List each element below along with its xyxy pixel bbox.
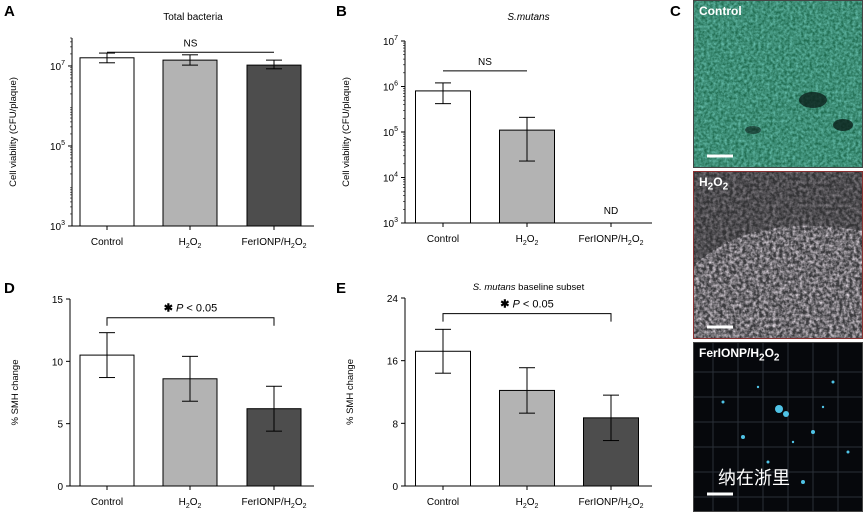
category-label-b-2: FerIONP/H2O2 — [578, 234, 643, 247]
y-tick-label-b: 105 — [383, 126, 398, 139]
category-label-d-0: Control — [91, 497, 123, 508]
category-label-e-0: Control — [427, 497, 459, 508]
bar-b-0 — [415, 90, 471, 224]
chart-panel-b: 103 104 105 106 107 Cell viability (CFU/plaqu… — [341, 12, 652, 247]
y-axis-label-d: % SMH change — [10, 359, 21, 425]
y-tick-label-b: 103 — [383, 217, 398, 230]
y-tick-label-e: 16 — [387, 357, 399, 368]
y-tick-label-e: 8 — [392, 419, 398, 430]
y-tick-label-d: 15 — [52, 295, 64, 306]
chart-title-b: S.mutans — [507, 12, 549, 23]
nd-label-b: ND — [604, 206, 618, 217]
chart-panel-a: 103 105 107 Cell viability (CFU/plaque) Tota… — [8, 12, 314, 250]
category-label-a-2: FerIONP/H2O2 — [241, 237, 306, 250]
significance-bracket-d — [106, 317, 275, 326]
bar-a-0 — [79, 57, 135, 227]
watermark-text: 纳在浙里 — [718, 468, 790, 489]
y-tick-label-b: 107 — [383, 35, 398, 48]
y-tick-label-d: 10 — [52, 357, 64, 368]
micrograph-h2o2: H2O2 — [693, 171, 863, 339]
y-tick-label-a: 103 — [50, 220, 65, 233]
category-label-a-0: Control — [91, 237, 123, 248]
category-label-a-1: H2O2 — [179, 237, 202, 250]
micrograph-control-image — [693, 0, 863, 168]
micrograph-control-label: Control — [699, 4, 742, 18]
category-label-d-1: H2O2 — [179, 497, 202, 510]
chart-panel-e: 0 8 16 24 % SMH change S. mutans baseline sub… — [345, 282, 652, 510]
significance-label-d: ✱ P < 0.05 — [164, 303, 218, 315]
y-axis-label-b: Cell viability (CFU/plaque) — [341, 77, 352, 187]
significance-label-e: ✱ P < 0.05 — [500, 299, 554, 311]
category-label-d-2: FerIONP/H2O2 — [241, 497, 306, 510]
y-tick-label-a: 107 — [50, 60, 65, 73]
y-axis-label-a: Cell viability (CFU/plaque) — [8, 77, 19, 187]
category-label-b-0: Control — [427, 234, 459, 245]
y-tick-label-a: 105 — [50, 140, 65, 153]
significance-label-b: NS — [478, 57, 492, 68]
chart-title-a: Total bacteria — [163, 12, 223, 23]
bar-a-1 — [162, 59, 218, 227]
y-tick-label-b: 104 — [383, 172, 398, 185]
micrograph-ferionp-image — [693, 342, 863, 512]
y-tick-label-d: 0 — [57, 482, 63, 493]
panel-letter-d: D — [4, 280, 15, 297]
y-axis-label-e: % SMH change — [345, 359, 356, 425]
panel-letter-e: E — [336, 280, 346, 297]
significance-label-a: NS — [184, 38, 198, 49]
bar-a-2 — [246, 64, 302, 227]
micrograph-h2o2-image — [693, 171, 863, 339]
significance-bracket-e — [442, 313, 612, 322]
y-tick-label-b: 106 — [383, 81, 398, 94]
micrograph-h2o2-label: H2O2 — [699, 175, 729, 193]
category-label-e-1: H2O2 — [516, 497, 539, 510]
chart-title-e: S. mutans baseline subset — [473, 282, 585, 293]
panel-letter-c: C — [670, 3, 681, 20]
panel-letter-a: A — [4, 3, 15, 20]
y-tick-label-e: 24 — [387, 294, 399, 305]
micrograph-ferionp: FerIONP/H2O2 — [693, 342, 863, 512]
y-tick-label-d: 5 — [57, 420, 63, 431]
micrograph-ferionp-label: FerIONP/H2O2 — [699, 346, 780, 364]
bar-e-0 — [415, 350, 471, 487]
category-label-e-2: FerIONP/H2O2 — [578, 497, 643, 510]
category-label-b-1: H2O2 — [516, 234, 539, 247]
micrograph-control: Control — [693, 0, 863, 168]
y-tick-label-e: 0 — [392, 482, 398, 493]
panel-letter-b: B — [336, 3, 347, 20]
chart-panel-d: 0 5 10 15 % SMH change Control H2O2 FerIONP/H2O… — [10, 295, 314, 510]
